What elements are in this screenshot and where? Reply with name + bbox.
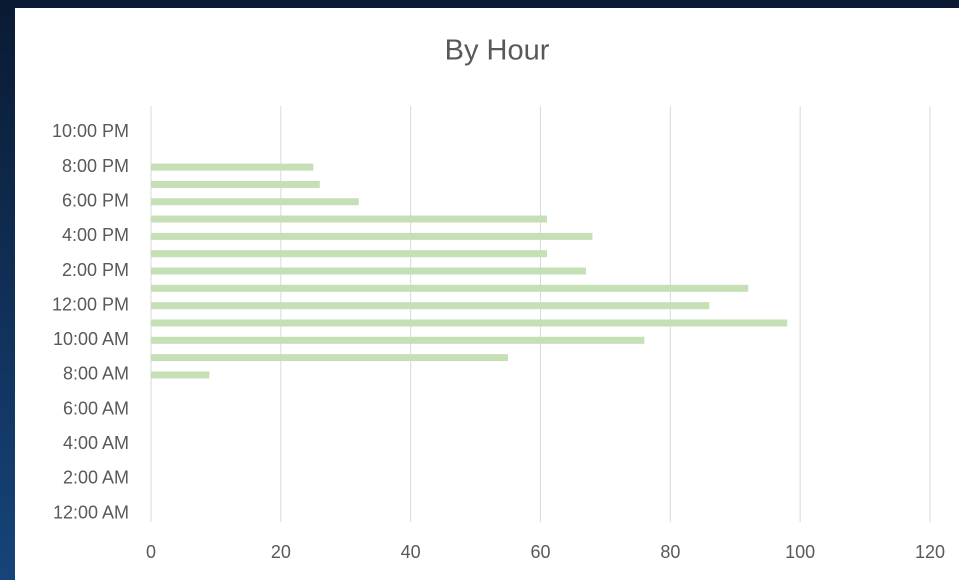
y-tick-label: 12:00 PM	[52, 294, 129, 314]
x-tick-label: 40	[401, 542, 421, 562]
y-tick-label: 6:00 AM	[63, 398, 129, 418]
y-tick-label: 10:00 AM	[53, 329, 129, 349]
y-tick-label: 8:00 AM	[63, 364, 129, 384]
bar	[151, 371, 210, 379]
x-tick-label: 80	[660, 542, 680, 562]
bar	[151, 319, 788, 327]
bar	[151, 267, 586, 275]
chart-title: By Hour	[445, 35, 550, 67]
bar	[151, 250, 547, 258]
bar	[151, 163, 314, 171]
y-tick-label: 4:00 PM	[62, 225, 129, 245]
chart-area	[15, 8, 959, 580]
x-tick-label: 120	[915, 542, 945, 562]
bar	[151, 180, 320, 188]
bar	[151, 198, 359, 206]
y-tick-label: 4:00 AM	[63, 433, 129, 453]
x-tick-label: 60	[530, 542, 550, 562]
y-tick-label: 8:00 PM	[62, 156, 129, 176]
y-tick-label: 2:00 AM	[63, 468, 129, 488]
bar	[151, 336, 645, 344]
bar	[151, 354, 509, 362]
x-tick-label: 100	[785, 542, 815, 562]
bar	[151, 215, 547, 223]
x-tick-label: 0	[146, 542, 156, 562]
y-tick-label: 10:00 PM	[52, 121, 129, 141]
bar	[151, 232, 593, 240]
y-tick-label: 12:00 AM	[53, 502, 129, 522]
bar	[151, 284, 749, 292]
bar	[151, 302, 710, 310]
x-tick-label: 20	[271, 542, 291, 562]
y-tick-label: 6:00 PM	[62, 190, 129, 210]
y-tick-label: 2:00 PM	[62, 260, 129, 280]
